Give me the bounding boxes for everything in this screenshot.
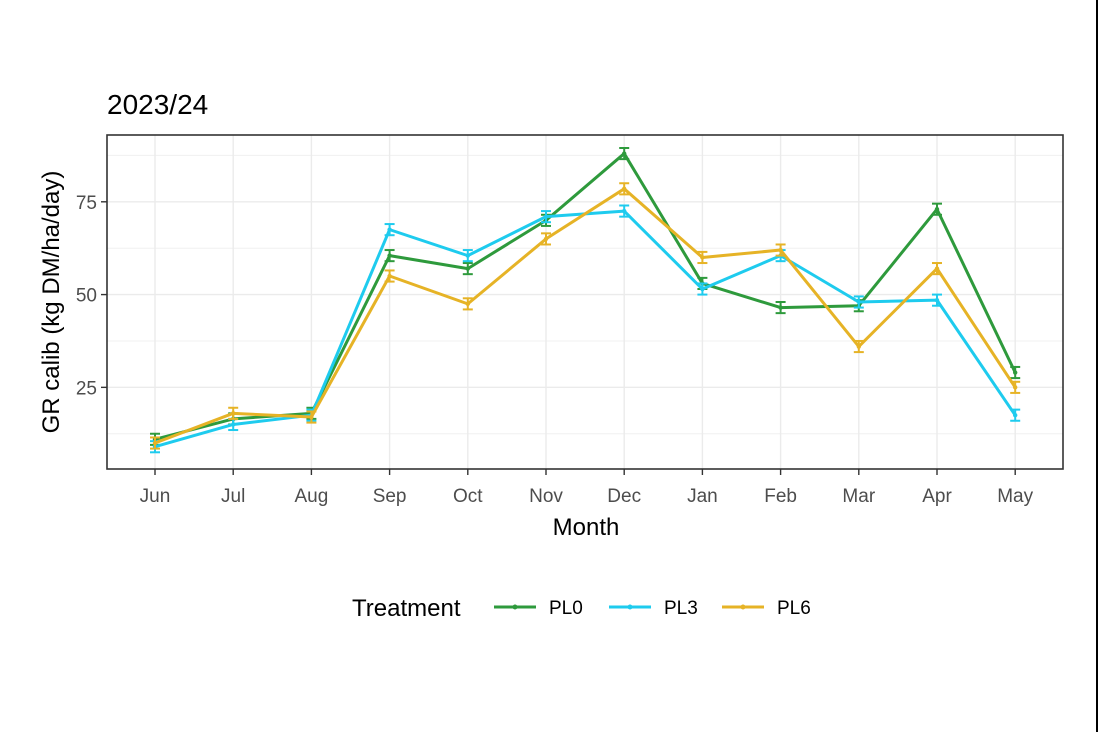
data-point (778, 247, 783, 253)
data-point (1013, 370, 1018, 375)
legend-item-pl0: PL0 (494, 598, 583, 619)
legend-key-point (740, 604, 746, 610)
x-axis-title: Month (553, 514, 620, 541)
series-line (154, 187, 1017, 445)
y-tick-label: 75 (76, 193, 97, 214)
series-layer (150, 146, 1021, 454)
y-axis-title: GR calib (kg DM/ha/day) (38, 171, 65, 434)
data-point (465, 266, 470, 271)
x-tick-label: Dec (607, 486, 641, 507)
legend-key-point (512, 604, 518, 610)
legend: Treatment PL0 PL3 PL6 (352, 595, 811, 622)
data-point (387, 227, 392, 232)
plot-border (106, 134, 1064, 470)
data-point (778, 305, 783, 310)
data-point (700, 286, 705, 292)
data-point (231, 422, 236, 427)
x-tick-label: Jan (687, 486, 718, 507)
data-point (387, 253, 392, 258)
data-point (152, 440, 158, 446)
data-point (309, 414, 314, 420)
data-point (1013, 412, 1018, 418)
x-tick-label: Jul (221, 486, 245, 507)
data-point (622, 208, 627, 214)
data-point (856, 299, 861, 305)
image-border-line (1096, 0, 1098, 732)
x-tick-label: Mar (842, 486, 875, 507)
y-tick-label: 50 (76, 286, 97, 307)
legend-label: PL3 (664, 598, 698, 619)
data-point (934, 297, 940, 303)
data-point (934, 207, 940, 212)
data-point (622, 186, 627, 192)
data-point (856, 344, 861, 349)
legend-item-pl6: PL6 (722, 598, 811, 619)
x-tick-label: Sep (373, 486, 407, 507)
data-point (700, 255, 705, 260)
legend-item-pl3: PL3 (609, 598, 698, 619)
data-point (622, 151, 627, 156)
x-tick-label: Oct (453, 486, 483, 507)
legend-label: PL6 (777, 598, 811, 619)
data-point (465, 253, 470, 258)
data-point (1013, 385, 1018, 390)
data-point (934, 266, 940, 271)
x-tick-label: Jun (140, 486, 171, 507)
x-axis: Jun Jul Aug Sep Oct Nov Dec Jan Feb Mar Apr May (140, 469, 1034, 507)
x-tick-label: Nov (529, 486, 563, 507)
data-point (543, 236, 549, 242)
legend-key-point (627, 604, 633, 610)
y-axis: 25 50 75 (76, 193, 107, 399)
series-pl6 (150, 182, 1021, 450)
data-point (543, 214, 549, 219)
y-tick-label: 25 (76, 378, 97, 399)
x-tick-label: May (997, 486, 1033, 507)
data-point (465, 301, 470, 307)
x-tick-label: Feb (764, 486, 797, 507)
series-line (154, 152, 1017, 441)
x-tick-label: Apr (922, 486, 952, 507)
legend-title: Treatment (352, 595, 461, 622)
x-tick-label: Aug (294, 486, 328, 507)
chart-title: 2023/24 (107, 89, 208, 120)
data-point (387, 273, 392, 279)
data-point (231, 411, 236, 416)
legend-label: PL0 (549, 598, 583, 619)
